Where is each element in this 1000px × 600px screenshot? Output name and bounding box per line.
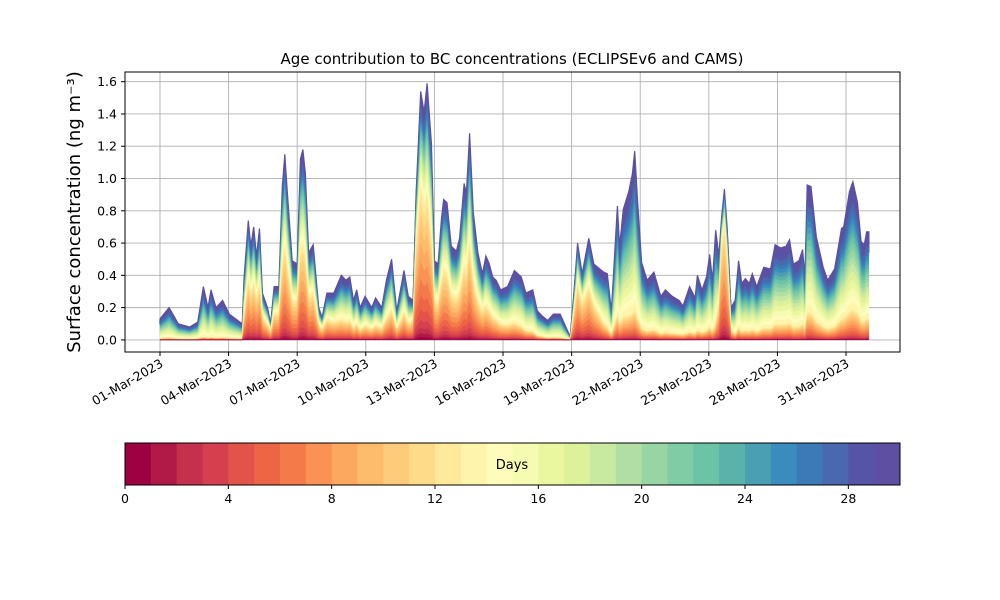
colorbar-segment-11	[409, 443, 436, 485]
colorbar-segment-28	[848, 443, 875, 485]
y-axis-label: Surface concentration (ng m⁻³)	[64, 71, 85, 353]
age-band-0	[160, 336, 870, 341]
y-axis-ticks: 0.0 0.2 0.4 0.6 0.8 1.0 1.2 1.4 1.6	[97, 74, 125, 347]
colorbar-tick-label: 0	[121, 491, 129, 506]
colorbar-tick-label: 28	[840, 491, 856, 506]
colorbar-ticks: 0 4 8 12 16 20 24 28	[121, 485, 856, 506]
stacked-age-bands	[159, 83, 870, 341]
colorbar-tick-label: 20	[634, 491, 650, 506]
colorbar-segment-29	[874, 443, 901, 485]
y-tick-label: 0.4	[97, 268, 117, 283]
y-tick-label: 1.2	[97, 139, 117, 154]
colorbar-segment-27	[822, 443, 849, 485]
y-tick-label: 1.4	[97, 106, 117, 121]
y-tick-label: 1.0	[97, 171, 117, 186]
colorbar-segment-9	[357, 443, 384, 485]
y-tick-label: 0.0	[97, 332, 117, 347]
colorbar-segment-5	[254, 443, 281, 485]
colorbar-segment-20	[641, 443, 668, 485]
colorbar-tick-label: 8	[328, 491, 336, 506]
colorbar-segment-10	[383, 443, 410, 485]
y-tick-label: 0.8	[97, 203, 117, 218]
colorbar-tick-label: 24	[737, 491, 753, 506]
colorbar-tick-label: 12	[427, 491, 443, 506]
colorbar-segment-6	[280, 443, 307, 485]
colorbar-segment-0	[125, 443, 152, 485]
colorbar-segment-25	[770, 443, 798, 485]
colorbar-segment-16	[538, 443, 565, 485]
colorbar-segment-19	[615, 443, 643, 485]
colorbar-segment-23	[719, 443, 746, 485]
colorbar-segment-24	[745, 443, 772, 485]
colorbar-segment-22	[693, 443, 720, 485]
y-tick-label: 0.6	[97, 236, 117, 251]
colorbar-segment-2	[176, 443, 203, 485]
colorbar-segment-17	[564, 443, 591, 485]
chart-title: Age contribution to BC concentrations (E…	[281, 50, 744, 68]
plot-area-frame	[124, 71, 901, 353]
colorbar-tick-label: 4	[224, 491, 232, 506]
colorbar-label: Days	[496, 458, 529, 473]
y-tick-label: 1.6	[97, 74, 117, 89]
colorbar-segment-3	[202, 443, 229, 485]
colorbar-frame	[124, 442, 901, 486]
colorbar	[125, 443, 901, 485]
colorbar-segment-15	[512, 443, 539, 485]
y-tick-label: 0.2	[97, 300, 117, 315]
colorbar-segment-26	[796, 443, 823, 485]
colorbar-segment-7	[305, 443, 333, 485]
colorbar-segment-21	[667, 443, 694, 485]
colorbar-segment-14	[486, 443, 513, 485]
colorbar-segment-4	[228, 443, 255, 485]
colorbar-segment-1	[150, 443, 178, 485]
colorbar-segment-13	[460, 443, 488, 485]
colorbar-segment-8	[331, 443, 358, 485]
colorbar-tick-label: 16	[530, 491, 546, 506]
colorbar-segment-12	[435, 443, 462, 485]
colorbar-segment-18	[590, 443, 617, 485]
